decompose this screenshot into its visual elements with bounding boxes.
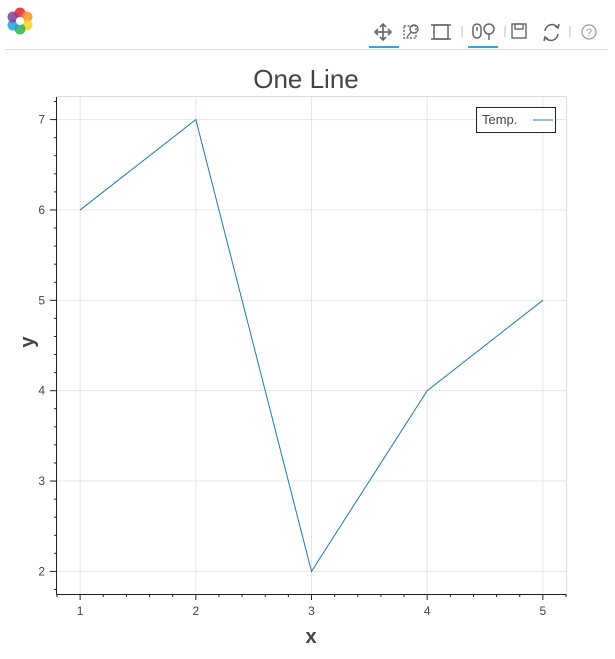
reset-tool-button[interactable]	[543, 23, 560, 42]
save-tool-button[interactable]	[511, 23, 527, 39]
reset-view-tool-button[interactable]	[431, 24, 451, 40]
box-zoom-icon	[403, 24, 419, 39]
y-tick-label: 4	[38, 384, 45, 398]
y-tick-label: 2	[38, 564, 45, 578]
bokeh-logo-icon[interactable]	[7, 7, 33, 35]
y-tick-label: 3	[38, 474, 45, 488]
data-point	[193, 117, 198, 122]
axes: 1 2 3 4 5 2 3 4 5 6 7	[38, 97, 567, 618]
data-point	[540, 298, 545, 303]
pan-tool-active-indicator	[369, 46, 399, 48]
toolbar: ?	[0, 0, 615, 50]
floppy-disk-icon	[511, 23, 527, 39]
chart-title: One Line	[253, 64, 359, 94]
wheel-zoom-tool-button[interactable]	[468, 23, 498, 48]
refresh-icon	[543, 23, 560, 42]
data-point	[309, 569, 314, 574]
pan-tool-button[interactable]	[369, 22, 399, 48]
help-tool-button[interactable]: ?	[581, 24, 597, 40]
x-tick-label: 5	[540, 604, 547, 618]
box-zoom-tool-button[interactable]	[403, 24, 419, 39]
x-tick-label: 2	[192, 604, 199, 618]
y-tick-label: 7	[38, 113, 45, 127]
y-tick-label: 5	[38, 293, 45, 307]
square-frame-icon	[431, 24, 451, 40]
grid-lines	[57, 97, 566, 594]
legend: Temp.	[476, 107, 556, 133]
y-tick-label: 6	[38, 203, 45, 217]
x-tick-label: 4	[424, 604, 431, 618]
x-tick-label: 3	[308, 604, 315, 618]
y-axis-label: y	[17, 336, 39, 348]
data-point	[425, 388, 430, 393]
x-tick-label: 1	[77, 604, 84, 618]
series-line-0	[79, 118, 544, 573]
wheel-zoom-active-indicator	[468, 46, 498, 48]
question-circle-icon: ?	[581, 24, 597, 40]
series-layer	[78, 117, 545, 574]
wheel-zoom-icon	[472, 23, 495, 40]
data-point	[78, 207, 83, 212]
legend-entry-label: Temp.	[482, 112, 517, 127]
x-axis-label: x	[305, 626, 316, 648]
svg-text:?: ?	[586, 27, 592, 39]
move-arrows-icon	[373, 22, 393, 42]
